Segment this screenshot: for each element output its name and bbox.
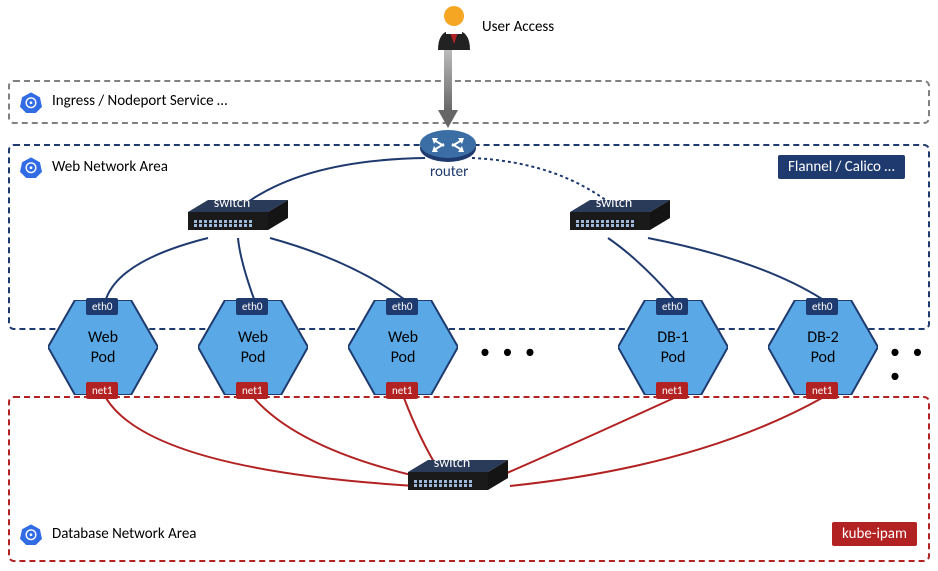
db-area-label: Database Network Area [52, 525, 196, 543]
pod-label: DB-1Pod [618, 328, 728, 368]
switch-label: switch [182, 194, 282, 211]
user-icon [432, 4, 476, 50]
ingress-label: Ingress / Nodeport Service … [52, 92, 227, 110]
switch-label: switch [564, 194, 664, 211]
ellipsis: • • • [480, 340, 539, 364]
net1-label: net1 [386, 382, 418, 399]
router-icon [418, 126, 478, 166]
access-arrow [438, 50, 458, 130]
net1-label: net1 [656, 382, 688, 399]
ipam-badge: kube-ipam [832, 522, 917, 546]
eth0-label: eth0 [806, 298, 838, 315]
eth0-label: eth0 [86, 298, 118, 315]
eth0-label: eth0 [386, 298, 418, 315]
kubernetes-icon [20, 156, 42, 178]
eth0-label: eth0 [236, 298, 268, 315]
pod-web3: eth0net1WebPod [348, 300, 458, 395]
eth0-label: eth0 [656, 298, 688, 315]
user-access-label: User Access [482, 18, 554, 36]
pod-web2: eth0net1WebPod [198, 300, 308, 395]
pod-label: WebPod [198, 328, 308, 368]
net1-label: net1 [86, 382, 118, 399]
pod-label: WebPod [48, 328, 158, 368]
pod-label: DB-2Pod [768, 328, 878, 368]
switch-label: switch [402, 454, 502, 471]
pod-label: WebPod [348, 328, 458, 368]
kubernetes-icon [20, 91, 42, 113]
web-area-label: Web Network Area [52, 158, 168, 176]
router-label: router [430, 163, 468, 181]
pod-web1: eth0net1WebPod [48, 300, 158, 395]
pod-db1: eth0net1DB-1Pod [618, 300, 728, 395]
net1-label: net1 [806, 382, 838, 399]
net1-label: net1 [236, 382, 268, 399]
cni-badge: Flannel / Calico … [778, 155, 905, 179]
ellipsis: • • • [890, 340, 938, 388]
kubernetes-icon [20, 523, 42, 545]
pod-db2: eth0net1DB-2Pod [768, 300, 878, 395]
